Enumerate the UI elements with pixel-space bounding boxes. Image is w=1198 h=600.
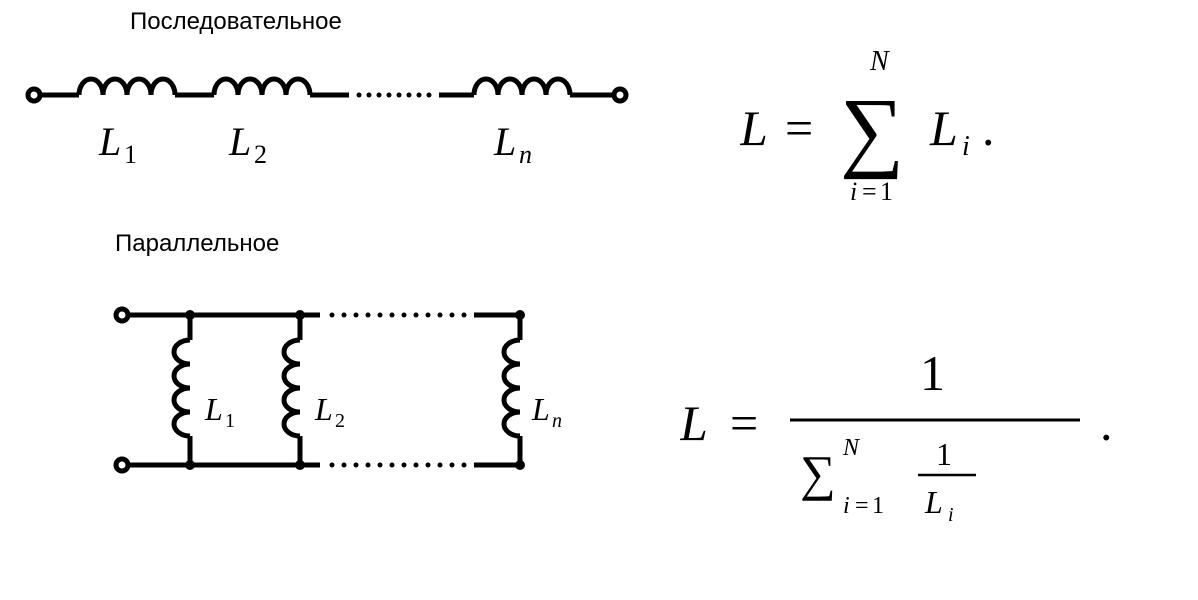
parallel-title: Параллельное bbox=[115, 230, 279, 258]
parallel-formula: L = 1 ∑ N i = 1 1 L i . bbox=[680, 325, 1190, 535]
parallel-sum-lower-i: i bbox=[843, 493, 850, 519]
parallel-formula-num: 1 bbox=[920, 345, 945, 401]
parallel-sum-icon: ∑ bbox=[800, 445, 836, 501]
series-circuit: L 1 L 2 L n bbox=[24, 55, 644, 180]
parallel-formula-eq: = bbox=[730, 395, 758, 451]
series-formula-lower-eq: = bbox=[862, 177, 877, 206]
sum-icon: ∑ bbox=[840, 81, 904, 180]
series-formula-term-sub: i bbox=[962, 131, 970, 162]
series-formula: L = ∑ N i = 1 L i . bbox=[740, 40, 1160, 210]
series-title: Последовательное bbox=[130, 8, 342, 36]
parallel-label-L1-sub: 1 bbox=[225, 410, 235, 432]
series-label-L1-sub: 1 bbox=[124, 140, 137, 169]
parallel-circuit: L 1 L 2 L n bbox=[110, 285, 570, 500]
parallel-small-L: L bbox=[924, 484, 943, 520]
series-formula-lower-1: 1 bbox=[880, 177, 893, 206]
parallel-label-L2-sub: 2 bbox=[335, 410, 345, 432]
parallel-label-Ln-sub: n bbox=[552, 410, 562, 432]
series-formula-eq: = bbox=[785, 100, 813, 156]
series-formula-period: . bbox=[982, 100, 995, 156]
diagram-page: Последовательное bbox=[0, 0, 1198, 600]
series-formula-lower-i: i bbox=[850, 177, 857, 206]
parallel-label-L1: L bbox=[204, 391, 223, 427]
series-label-Ln-sub: n bbox=[519, 140, 532, 169]
series-formula-upper: N bbox=[869, 46, 890, 77]
series-label-L2: L bbox=[228, 119, 251, 164]
series-formula-term-L: L bbox=[929, 100, 958, 156]
series-label-Ln: L bbox=[493, 119, 516, 164]
parallel-formula-L: L bbox=[680, 395, 708, 451]
parallel-sum-lower-eq: = bbox=[855, 493, 869, 519]
parallel-label-Ln: L bbox=[531, 391, 550, 427]
parallel-label-L2: L bbox=[314, 391, 333, 427]
parallel-formula-period: . bbox=[1100, 395, 1113, 451]
series-label-L1: L bbox=[98, 119, 121, 164]
parallel-small-num: 1 bbox=[936, 436, 952, 472]
series-label-L2-sub: 2 bbox=[254, 140, 267, 169]
parallel-small-sub: i bbox=[948, 504, 954, 526]
series-formula-L: L bbox=[740, 100, 768, 156]
parallel-sum-lower-1: 1 bbox=[872, 493, 884, 519]
parallel-formula-upper: N bbox=[842, 435, 861, 461]
